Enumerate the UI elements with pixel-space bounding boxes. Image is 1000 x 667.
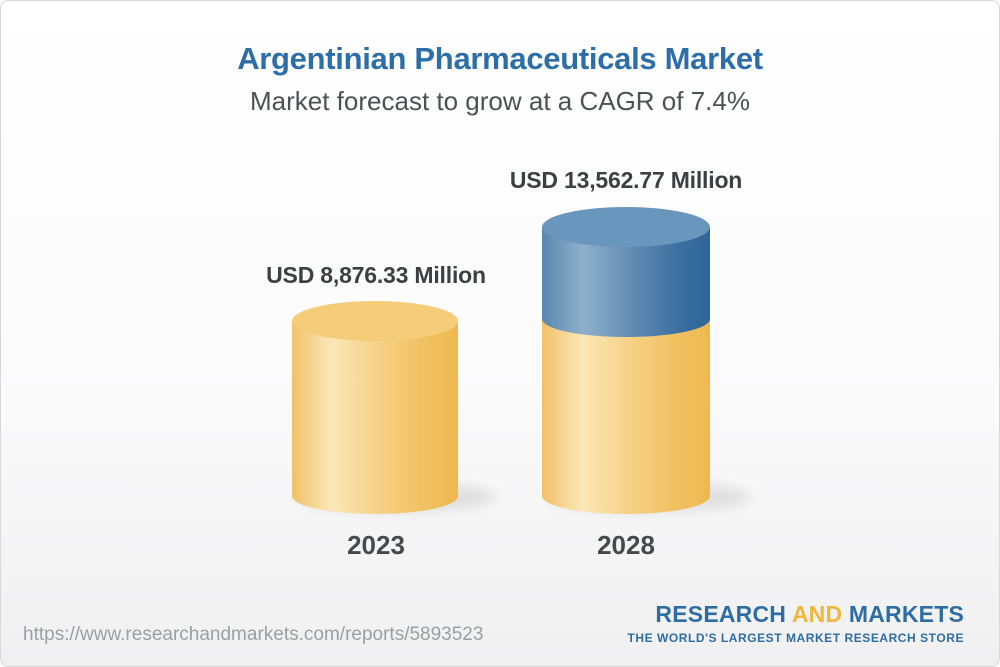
logo-tagline: THE WORLD'S LARGEST MARKET RESEARCH STOR… — [627, 631, 964, 645]
value-label-2023: USD 8,876.33 Million — [266, 262, 486, 288]
logo-wordmark: RESEARCH AND MARKETS — [627, 603, 964, 626]
researchandmarkets-logo: RESEARCH AND MARKETS THE WORLD'S LARGEST… — [627, 603, 964, 646]
cylinder-2028-top — [542, 207, 710, 247]
cylinder-2023-top — [292, 301, 458, 341]
category-label-2023: 2023 — [347, 530, 405, 560]
cylinder-2023-side — [292, 321, 458, 514]
logo-word-research: RESEARCH — [655, 601, 787, 627]
page-title: Argentinian Pharmaceuticals Market — [237, 41, 763, 76]
cylinder-2028-base-side — [542, 311, 710, 514]
logo-word-and: AND — [791, 601, 843, 627]
cylinder-2028-growth-side — [542, 227, 710, 337]
category-label-2028: 2028 — [597, 530, 655, 560]
logo-word-markets: MARKETS — [848, 601, 964, 627]
source-url-link[interactable]: https://www.researchandmarkets.com/repor… — [23, 624, 484, 645]
value-label-2028: USD 13,562.77 Million — [509, 167, 743, 193]
page-subtitle: Market forecast to grow at a CAGR of 7.4… — [250, 86, 750, 116]
